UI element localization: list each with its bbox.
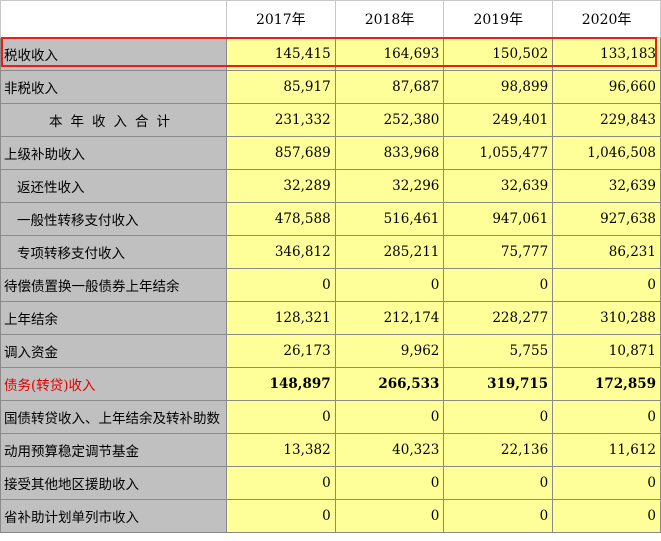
cell-value[interactable]: 0 [552, 268, 661, 302]
cell-value[interactable]: 947,061 [443, 202, 554, 236]
row-label-rebate-revenue[interactable]: 返还性收入 [0, 169, 227, 203]
table-row-rebate-revenue: 返还性收入 32,289 32,296 32,639 32,639 [0, 169, 661, 203]
cell-value[interactable]: 0 [225, 268, 336, 302]
cell-value[interactable]: 0 [443, 466, 554, 500]
cell-value[interactable]: 133,183 [552, 37, 661, 71]
table-row-prior-year-balance: 上年结余 128,321 212,174 228,277 310,288 [0, 301, 661, 335]
row-label-superior-subsidy[interactable]: 上级补助收入 [0, 136, 227, 170]
cell-value[interactable]: 0 [552, 466, 661, 500]
row-label-prior-year-balance[interactable]: 上年结余 [0, 301, 227, 335]
cell-value[interactable]: 22,136 [443, 433, 554, 467]
cell-value[interactable]: 285,211 [334, 235, 445, 269]
table-row-stabilization-fund: 动用预算稳定调节基金 13,382 40,323 22,136 11,612 [0, 433, 661, 467]
cell-value[interactable]: 0 [225, 499, 336, 533]
cell-value[interactable]: 26,173 [225, 334, 336, 368]
table-row-special-transfer: 专项转移支付收入 346,812 285,211 75,777 86,231 [0, 235, 661, 269]
header-row: 2017年 2018年 2019年 2020年 [0, 0, 661, 38]
row-label-special-transfer[interactable]: 专项转移支付收入 [0, 235, 227, 269]
cell-value[interactable]: 0 [334, 268, 445, 302]
row-label-provincial-subsidy[interactable]: 省补助计划单列市收入 [0, 499, 227, 533]
cell-value[interactable]: 87,687 [334, 70, 445, 104]
cell-value[interactable]: 833,968 [334, 136, 445, 170]
cell-value[interactable]: 11,612 [552, 433, 661, 467]
table-row-debt-revenue: 债务(转贷)收入 148,897 266,533 319,715 172,859 [0, 367, 661, 401]
cell-value[interactable]: 252,380 [334, 103, 445, 137]
cell-value[interactable]: 9,962 [334, 334, 445, 368]
table-row-tax-revenue: 税收收入 145,415 164,693 150,502 133,183 [0, 37, 661, 71]
cell-value[interactable]: 478,588 [225, 202, 336, 236]
cell-value[interactable]: 927,638 [552, 202, 661, 236]
cell-value[interactable]: 164,693 [334, 37, 445, 71]
cell-value[interactable]: 40,323 [334, 433, 445, 467]
cell-value[interactable]: 0 [334, 499, 445, 533]
cell-value[interactable]: 266,533 [334, 367, 445, 401]
cell-value[interactable]: 98,899 [443, 70, 554, 104]
cell-value[interactable]: 229,843 [552, 103, 661, 137]
cell-value[interactable]: 0 [443, 400, 554, 434]
cell-value[interactable]: 516,461 [334, 202, 445, 236]
cell-value[interactable]: 172,859 [552, 367, 661, 401]
table-row-superior-subsidy: 上级补助收入 857,689 833,968 1,055,477 1,046,5… [0, 136, 661, 170]
cell-value[interactable]: 13,382 [225, 433, 336, 467]
table-row-non-tax-revenue: 非税收入 85,917 87,687 98,899 96,660 [0, 70, 661, 104]
cell-value[interactable]: 346,812 [225, 235, 336, 269]
cell-value[interactable]: 0 [225, 400, 336, 434]
cell-value[interactable]: 0 [334, 466, 445, 500]
row-label-annual-total[interactable]: 本年收入合计 [0, 103, 227, 137]
row-label-stabilization-fund[interactable]: 动用预算稳定调节基金 [0, 433, 227, 467]
table-row-provincial-subsidy: 省补助计划单列市收入 0 0 0 0 [0, 499, 661, 533]
cell-value[interactable]: 86,231 [552, 235, 661, 269]
year-header-2020[interactable]: 2020年 [552, 0, 661, 38]
cell-value[interactable]: 5,755 [443, 334, 554, 368]
cell-value[interactable]: 150,502 [443, 37, 554, 71]
cell-value[interactable]: 0 [552, 400, 661, 434]
cell-value[interactable]: 231,332 [225, 103, 336, 137]
row-label-non-tax-revenue[interactable]: 非税收入 [0, 70, 227, 104]
year-header-2018[interactable]: 2018年 [334, 0, 445, 38]
cell-value[interactable]: 0 [552, 499, 661, 533]
row-label-treasury-onlending[interactable]: 国债转贷收入、上年结余及转补助数 [0, 400, 227, 434]
table-row-annual-total: 本年收入合计 231,332 252,380 249,401 229,843 [0, 103, 661, 137]
cell-value[interactable]: 75,777 [443, 235, 554, 269]
cell-value[interactable]: 228,277 [443, 301, 554, 335]
table-row-debt-replacement-balance: 待偿债置换一般债券上年结余 0 0 0 0 [0, 268, 661, 302]
cell-value[interactable]: 96,660 [552, 70, 661, 104]
cell-value[interactable]: 32,639 [552, 169, 661, 203]
cell-value[interactable]: 0 [225, 466, 336, 500]
year-header-2019[interactable]: 2019年 [443, 0, 554, 38]
table-row-transferred-funds: 调入资金 26,173 9,962 5,755 10,871 [0, 334, 661, 368]
year-header-2017[interactable]: 2017年 [225, 0, 336, 38]
cell-value[interactable]: 0 [334, 400, 445, 434]
cell-value[interactable]: 85,917 [225, 70, 336, 104]
cell-value[interactable]: 0 [443, 499, 554, 533]
row-label-transferred-funds[interactable]: 调入资金 [0, 334, 227, 368]
cell-value[interactable]: 32,289 [225, 169, 336, 203]
corner-cell[interactable] [0, 0, 227, 38]
cell-value[interactable]: 319,715 [443, 367, 554, 401]
cell-value[interactable]: 1,055,477 [443, 136, 554, 170]
cell-value[interactable]: 857,689 [225, 136, 336, 170]
cell-value[interactable]: 249,401 [443, 103, 554, 137]
cell-value[interactable]: 0 [443, 268, 554, 302]
row-label-debt-revenue[interactable]: 债务(转贷)收入 [0, 367, 227, 401]
cell-value[interactable]: 32,639 [443, 169, 554, 203]
cell-value[interactable]: 148,897 [225, 367, 336, 401]
row-label-other-region-aid[interactable]: 接受其他地区援助收入 [0, 466, 227, 500]
cell-value[interactable]: 310,288 [552, 301, 661, 335]
cell-value[interactable]: 145,415 [225, 37, 336, 71]
table-row-treasury-onlending: 国债转贷收入、上年结余及转补助数 0 0 0 0 [0, 400, 661, 434]
table-row-other-region-aid: 接受其他地区援助收入 0 0 0 0 [0, 466, 661, 500]
cell-value[interactable]: 10,871 [552, 334, 661, 368]
cell-value[interactable]: 212,174 [334, 301, 445, 335]
row-label-debt-replacement-balance[interactable]: 待偿债置换一般债券上年结余 [0, 268, 227, 302]
cell-value[interactable]: 128,321 [225, 301, 336, 335]
cell-value[interactable]: 1,046,508 [552, 136, 661, 170]
row-label-tax-revenue[interactable]: 税收收入 [0, 37, 227, 71]
table-row-general-transfer: 一般性转移支付收入 478,588 516,461 947,061 927,63… [0, 202, 661, 236]
row-label-general-transfer[interactable]: 一般性转移支付收入 [0, 202, 227, 236]
cell-value[interactable]: 32,296 [334, 169, 445, 203]
